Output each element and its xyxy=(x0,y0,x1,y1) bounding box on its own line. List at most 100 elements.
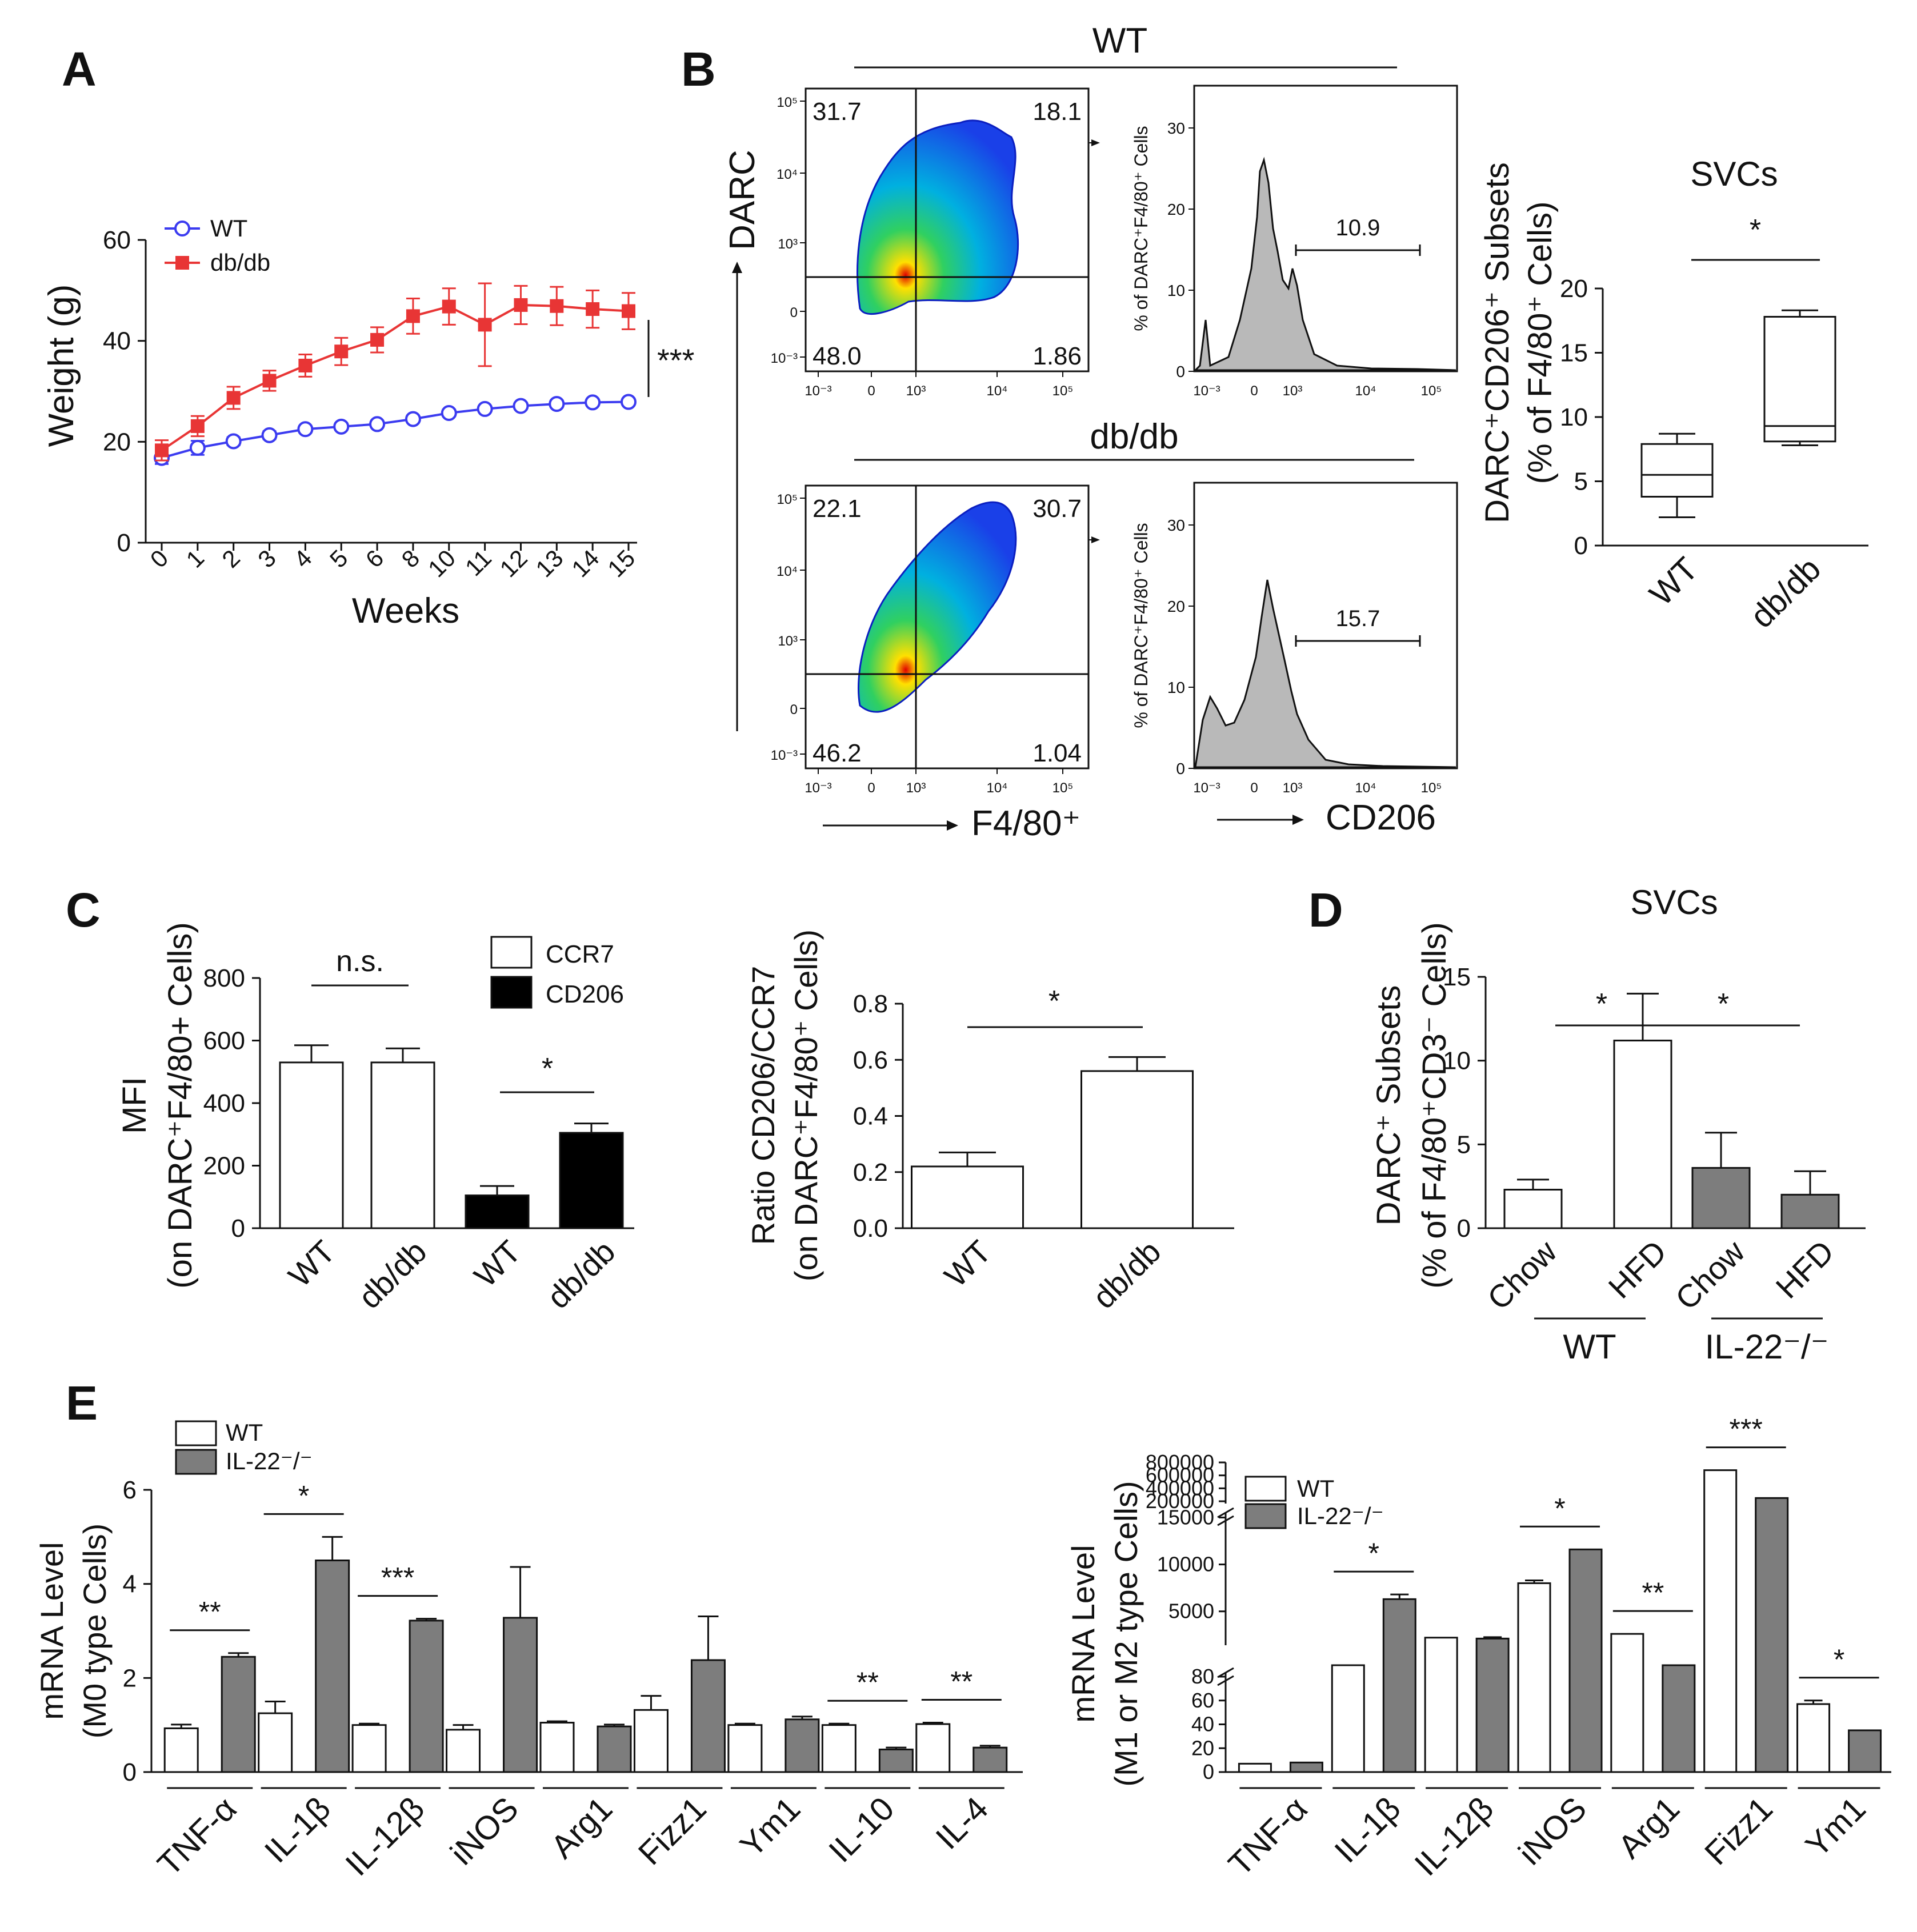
a-point-wt xyxy=(405,411,421,427)
e-left-legend-il22-swatch xyxy=(175,1449,217,1475)
hist-y-tick-label: 30 xyxy=(1167,516,1185,534)
a-point-dbdb xyxy=(586,302,600,316)
d-category-label: HFD xyxy=(1769,1233,1841,1305)
el-bar xyxy=(972,1746,1008,1773)
a-point-dbdb xyxy=(262,374,277,388)
el-y-tick-label: 4 xyxy=(123,1570,137,1598)
box-y-tick-label: 15 xyxy=(1560,339,1588,367)
c-y-tick-label: 800 xyxy=(203,964,245,992)
box-category-label: db/db xyxy=(1743,550,1828,635)
er-y-tick-label: 80 xyxy=(1191,1665,1214,1688)
flow-x-tick-label: 10⁴ xyxy=(986,383,1007,399)
a-point-dbdb xyxy=(190,419,205,433)
panel-label-e: E xyxy=(66,1376,98,1430)
a-point-dbdb xyxy=(155,443,169,458)
flow-y-tick-label: 10⁴ xyxy=(777,167,798,182)
hist-y-label: % of DARC⁺F4/80⁺ Cells xyxy=(1131,126,1151,331)
box-category-label: WT xyxy=(1642,550,1705,613)
el-bar xyxy=(690,1659,726,1773)
el-bar xyxy=(446,1729,481,1773)
el-bar xyxy=(821,1724,857,1773)
panel-b-flow-cytometry: WT db/db DARC F4/80⁺ CD206 31.7 18.1 48.0 1… xyxy=(723,21,1868,843)
el-bar xyxy=(503,1617,538,1773)
c-category-label: WT xyxy=(281,1233,342,1294)
er-bar xyxy=(1703,1469,1738,1773)
a-x-tick-label: 10 xyxy=(423,544,461,582)
el-bar xyxy=(409,1620,444,1773)
box-y-tick-label: 20 xyxy=(1560,275,1588,303)
box-y-label-2: (% of F4/80⁺ Cells) xyxy=(1522,202,1559,484)
legend-cd206-label: CD206 xyxy=(546,980,624,1008)
a-point-dbdb xyxy=(514,298,528,312)
c-y-tick-label: 200 xyxy=(203,1152,245,1180)
legend-wt-label: WT xyxy=(210,215,247,242)
a-x-tick-label: 8 xyxy=(397,544,425,573)
el-sig-label: *** xyxy=(381,1562,414,1594)
a-point-dbdb xyxy=(334,344,349,359)
el-y-label-1: mRNA Level xyxy=(34,1542,70,1719)
el-category-label: TNF-α xyxy=(150,1790,243,1883)
c-y-tick-label: 400 xyxy=(203,1089,245,1117)
er-y-tick-label: 600000 xyxy=(1146,1464,1214,1487)
el-category-label: Arg1 xyxy=(544,1790,620,1866)
quadrant-ul-value: 22.1 xyxy=(813,495,862,523)
panel-a-x-label: Weeks xyxy=(352,591,459,631)
er-category-label: Fizz1 xyxy=(1698,1790,1780,1872)
c-y-label-1: MFI xyxy=(116,1077,153,1134)
legend-ccr7-label: CCR7 xyxy=(546,940,614,968)
er-y-tick-label: 60 xyxy=(1191,1689,1214,1712)
hist-y-tick-label: 0 xyxy=(1176,760,1185,777)
a-point-wt xyxy=(441,404,457,421)
flow-y-tick-label: 0 xyxy=(790,702,798,718)
el-y-tick-label: 0 xyxy=(123,1758,137,1786)
quadrant-ul-value: 31.7 xyxy=(813,98,862,126)
density-blob xyxy=(857,119,1019,315)
a-line-dbdb xyxy=(161,303,629,452)
er-category-label: Arg1 xyxy=(1611,1790,1687,1866)
er-y-tick-label: 200000 xyxy=(1146,1489,1214,1513)
flow-x-tick-label: 10³ xyxy=(906,780,926,796)
dbdb-density-plot: 22.1 30.7 46.2 1.04 10⁵ 10⁴ 10³ 0 10⁻³ 10⁻³ 0 10³ 10… xyxy=(771,484,1090,796)
a-point-wt xyxy=(261,427,278,443)
panel-label-c: C xyxy=(66,883,101,937)
hist-area xyxy=(1194,579,1456,768)
er-bar xyxy=(1289,1761,1323,1773)
panel-label-d: D xyxy=(1308,883,1343,937)
cr-sig-label: * xyxy=(1048,985,1060,1018)
flow-y-tick-label: 10⁻³ xyxy=(771,351,798,366)
box-iqr xyxy=(1640,443,1714,498)
c-category-label: db/db xyxy=(351,1233,434,1316)
er-bar xyxy=(1382,1598,1416,1773)
panel-a-y-label: Weight (g) xyxy=(42,284,81,447)
d-title: SVCs xyxy=(1630,883,1718,921)
panel-b-cd206-arrowhead xyxy=(1292,815,1304,825)
el-bar xyxy=(878,1748,914,1773)
er-y-tick-label: 800000 xyxy=(1146,1450,1214,1474)
el-bar xyxy=(221,1656,256,1773)
er-bar xyxy=(1848,1729,1882,1773)
er-bar xyxy=(1517,1582,1551,1773)
wt-cd206-histogram: 0 10 20 30 10⁻³ 0 10³ 10⁴ 10⁵ 10.9 % of DARC⁺F4/80… xyxy=(1131,85,1458,399)
cr-y-tick-label: 0.6 xyxy=(853,1046,888,1074)
hist-x-tick-label: 10⁴ xyxy=(1355,383,1376,399)
cr-y-label-1: Ratio CD206/CCR7 xyxy=(745,966,781,1245)
er-bar xyxy=(1238,1762,1272,1773)
hist-x-tick-label: 10⁻³ xyxy=(1193,780,1220,796)
er-category-label: TNF-α xyxy=(1222,1790,1315,1883)
legend-dbdb-marker xyxy=(175,256,189,270)
a-x-tick-label: 3 xyxy=(253,544,281,573)
box-y-tick-label: 10 xyxy=(1560,403,1588,431)
er-sig-label: ** xyxy=(1642,1577,1664,1609)
flow-y-tick-label: 10⁵ xyxy=(777,492,798,507)
d-sig-left: * xyxy=(1596,988,1607,1021)
flow-y-tick-label: 10⁵ xyxy=(777,95,798,110)
flow-y-tick-label: 10⁻³ xyxy=(771,748,798,763)
a-x-tick-label: 6 xyxy=(361,544,389,573)
legend-dbdb-label: db/db xyxy=(210,249,270,276)
panel-b-darc-label: DARC xyxy=(723,150,762,250)
density-blob xyxy=(858,501,1017,713)
el-sig-label: ** xyxy=(857,1666,879,1698)
gate-value: 15.7 xyxy=(1336,606,1380,631)
